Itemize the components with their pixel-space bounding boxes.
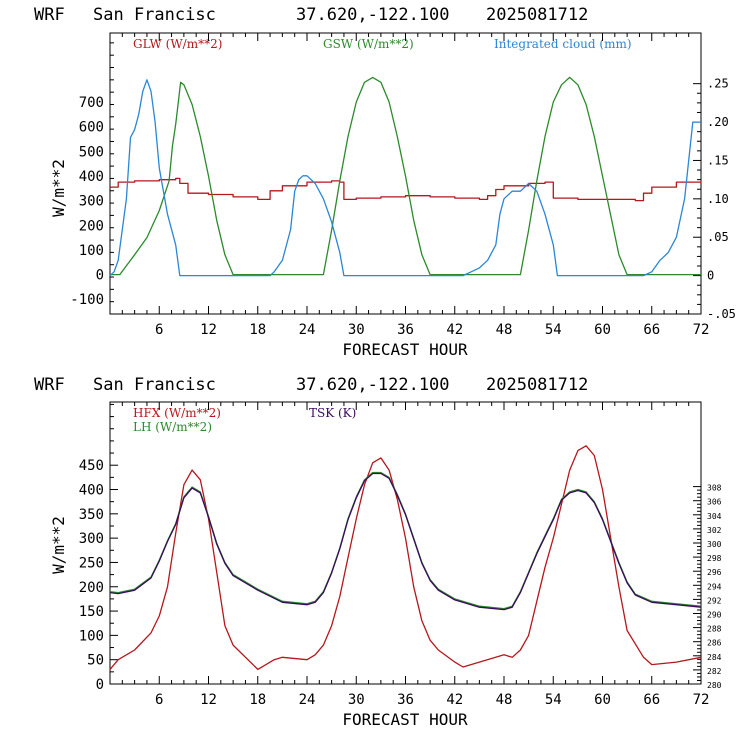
series-line-glw — [110, 177, 702, 202]
x-tick-label: 42 — [446, 692, 463, 708]
y-tick-label: 450 — [79, 458, 104, 474]
x-tick-label: 30 — [348, 692, 365, 708]
legend-hfx: HFX (W/m**2) — [133, 406, 221, 420]
y2-tick-label: 296 — [707, 568, 722, 577]
y-tick-label: 100 — [79, 628, 104, 644]
x-tick-label: 24 — [299, 322, 316, 338]
x-tick-label: 30 — [348, 322, 365, 338]
legend-gsw: GSW (W/m**2) — [323, 37, 414, 51]
y-tick-label: 300 — [79, 194, 104, 210]
x-tick-label: 36 — [397, 322, 414, 338]
y2-tick-label: .20 — [707, 115, 729, 129]
y2-tick-label: -.05 — [707, 307, 736, 321]
y2-tick-label: .10 — [707, 192, 729, 206]
x-tick-label: 36 — [397, 692, 414, 708]
y-tick-label: 100 — [79, 243, 104, 259]
panel-header-model: WRF — [34, 375, 65, 395]
y2-tick-label: 288 — [707, 625, 722, 634]
x-tick-label: 24 — [299, 692, 316, 708]
y-tick-label: 0 — [96, 268, 104, 284]
panel-header-coords: 37.620,-122.100 — [296, 5, 450, 25]
y2-tick-label: 306 — [707, 498, 722, 507]
y2-tick-label: .25 — [707, 77, 729, 91]
x-tick-label: 66 — [643, 692, 660, 708]
y-tick-label: 400 — [79, 169, 104, 185]
series-line-hfx — [109, 445, 702, 671]
y2-tick-label: 284 — [707, 653, 722, 662]
x-tick-label: 18 — [249, 322, 266, 338]
panel-header-site: San Francisc — [93, 5, 216, 25]
y2-tick-label: 286 — [707, 639, 722, 648]
panel-header-date: 2025081712 — [486, 375, 588, 395]
panel-header-date: 2025081712 — [486, 5, 588, 25]
y2-tick-label: .15 — [707, 153, 729, 167]
y-tick-label: 200 — [79, 580, 104, 596]
y2-tick-label: 282 — [707, 667, 722, 676]
panel-header-model: WRF — [34, 5, 65, 25]
y-tick-label: 250 — [79, 555, 104, 571]
y-tick-label: 350 — [79, 507, 104, 523]
legend-tsk: TSK (K) — [309, 406, 356, 420]
x-tick-label: 66 — [643, 322, 660, 338]
x-tick-label: 54 — [545, 692, 562, 708]
y-tick-label: -100 — [70, 292, 104, 308]
y2-tick-label: 290 — [707, 611, 722, 620]
y-tick-label: 500 — [79, 144, 104, 160]
x-tick-label: 6 — [155, 322, 163, 338]
legend-lh: LH (W/m**2) — [133, 420, 212, 434]
radiation-panel: WRF San Francisc 37.620,-122.100 2025081… — [34, 5, 736, 359]
y2-tick-label: 300 — [707, 540, 722, 549]
y2-tick-label: 0 — [707, 269, 714, 283]
x-tick-label: 48 — [496, 692, 513, 708]
x-tick-label: 12 — [200, 322, 217, 338]
x-tick-label: 60 — [594, 692, 611, 708]
y-axis-label: W/m**2 — [49, 159, 68, 217]
x-tick-label: 6 — [155, 692, 163, 708]
panel-header-site: San Francisc — [93, 375, 216, 395]
x-tick-label: 48 — [496, 322, 513, 338]
y2-tick-label: 294 — [707, 582, 722, 591]
x-tick-label: 12 — [200, 692, 217, 708]
x-tick-label: 42 — [446, 322, 463, 338]
y2-tick-label: 298 — [707, 554, 722, 563]
x-tick-label: 60 — [594, 322, 611, 338]
y-tick-label: 150 — [79, 604, 104, 620]
y-tick-label: 50 — [87, 653, 104, 669]
x-tick-label: 72 — [693, 692, 710, 708]
y2-tick-label: 292 — [707, 596, 722, 605]
legend-glw: GLW (W/m**2) — [133, 37, 222, 51]
x-tick-label: 54 — [545, 322, 562, 338]
series-line-gsw — [110, 76, 701, 276]
y-axis-label: W/m**2 — [49, 516, 68, 574]
y2-tick-label: 304 — [707, 512, 722, 521]
x-tick-label: 72 — [693, 322, 710, 338]
panel-header-coords: 37.620,-122.100 — [296, 375, 450, 395]
y-tick-label: 300 — [79, 531, 104, 547]
y2-tick-label: .05 — [707, 230, 729, 244]
y2-tick-label: 302 — [707, 526, 722, 535]
legend-cloud: Integrated cloud (mm) — [494, 37, 632, 51]
y-tick-label: 600 — [79, 120, 104, 136]
series-line-tsk — [109, 472, 702, 611]
y-tick-label: 400 — [79, 483, 104, 499]
y2-tick-label: 308 — [707, 484, 722, 493]
x-axis-label: FORECAST HOUR — [342, 340, 468, 359]
y2-tick-label: 280 — [707, 681, 722, 690]
plot-frame — [109, 401, 702, 685]
x-tick-label: 18 — [249, 692, 266, 708]
y-tick-label: 200 — [79, 218, 104, 234]
series-line-integrated — [109, 79, 701, 277]
x-axis-label: FORECAST HOUR — [342, 710, 468, 729]
surface-flux-panel: WRF San Francisc 37.620,-122.100 2025081… — [34, 375, 722, 729]
y-tick-label: 0 — [96, 677, 104, 693]
y-tick-label: 700 — [79, 95, 104, 111]
